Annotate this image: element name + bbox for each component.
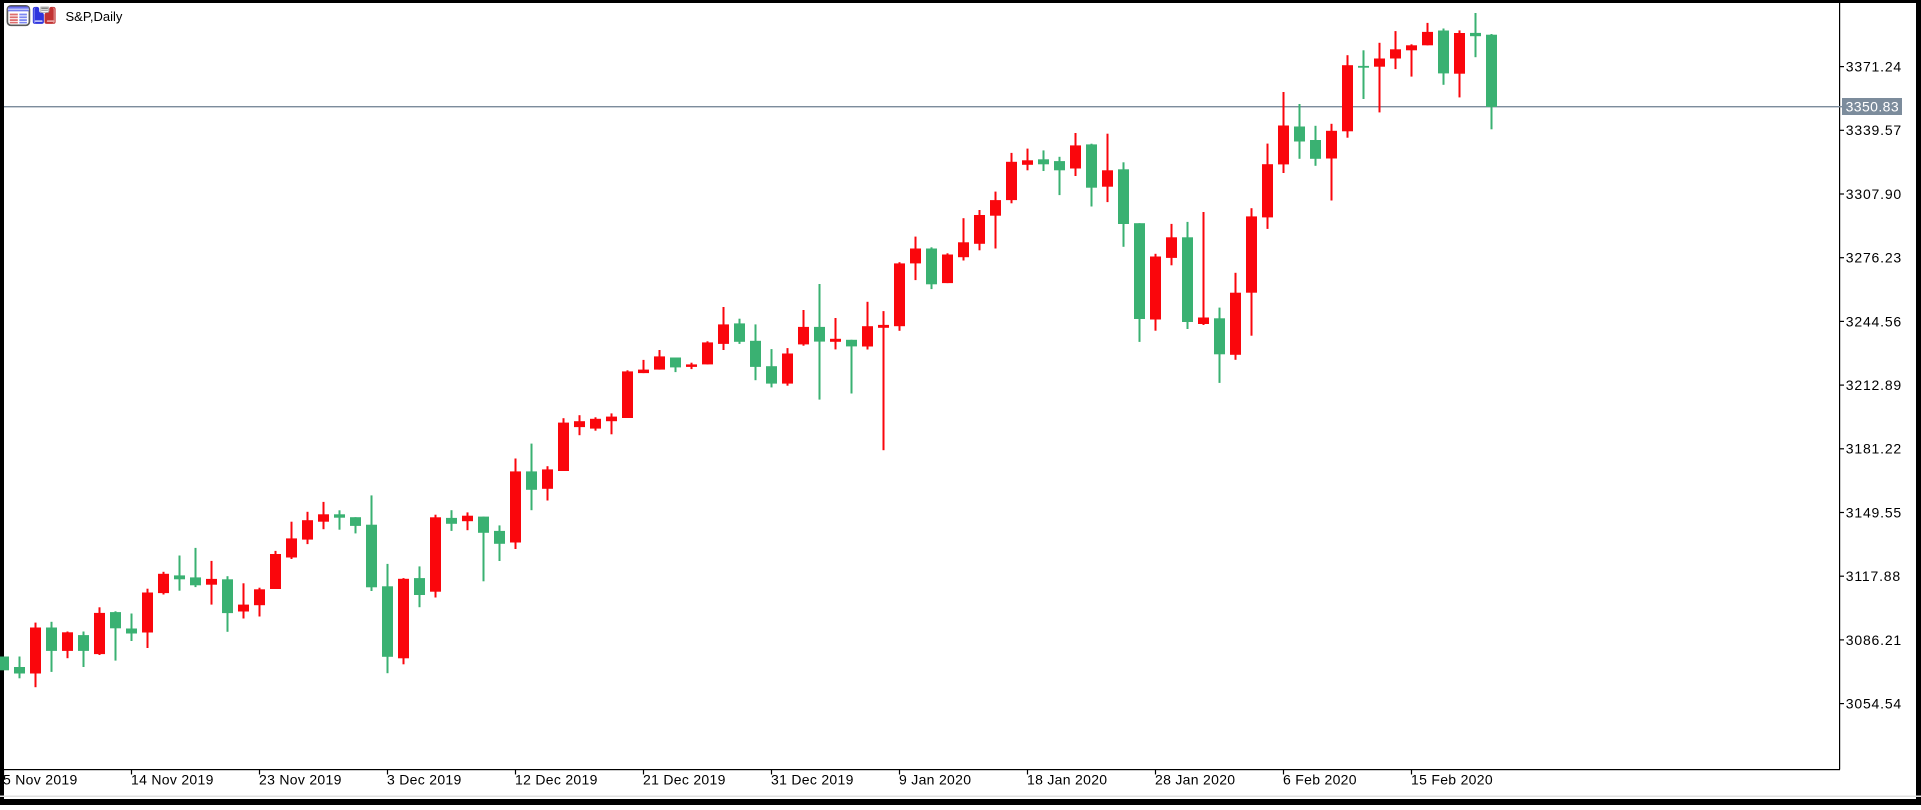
svg-text:3181.22: 3181.22: [1846, 441, 1902, 457]
svg-text:6 Feb 2020: 6 Feb 2020: [1283, 772, 1357, 788]
svg-text:12 Dec 2019: 12 Dec 2019: [515, 772, 598, 788]
svg-text:3117.88: 3117.88: [1846, 568, 1901, 584]
svg-text:3054.54: 3054.54: [1846, 696, 1902, 712]
svg-text:18 Jan 2020: 18 Jan 2020: [1027, 772, 1107, 788]
svg-text:3371.24: 3371.24: [1846, 59, 1902, 75]
svg-text:3149.55: 3149.55: [1846, 504, 1902, 520]
svg-text:3 Dec 2019: 3 Dec 2019: [387, 772, 462, 788]
svg-text:3276.23: 3276.23: [1846, 250, 1902, 266]
svg-text:3339.57: 3339.57: [1846, 122, 1902, 138]
svg-text:3086.21: 3086.21: [1846, 632, 1902, 648]
svg-text:31 Dec 2019: 31 Dec 2019: [771, 772, 854, 788]
svg-text:S&P,Daily: S&P,Daily: [66, 9, 123, 24]
svg-text:3307.90: 3307.90: [1846, 186, 1902, 202]
svg-text:9 Jan 2020: 9 Jan 2020: [899, 772, 971, 788]
svg-text:23 Nov 2019: 23 Nov 2019: [259, 772, 342, 788]
svg-text:14 Nov 2019: 14 Nov 2019: [131, 772, 214, 788]
svg-text:5 Nov 2019: 5 Nov 2019: [3, 772, 78, 788]
svg-text:3350.83: 3350.83: [1846, 99, 1899, 115]
svg-text:15 Feb 2020: 15 Feb 2020: [1411, 772, 1493, 788]
svg-text:28 Jan 2020: 28 Jan 2020: [1155, 772, 1235, 788]
svg-text:21 Dec 2019: 21 Dec 2019: [643, 772, 726, 788]
svg-text:3212.89: 3212.89: [1846, 377, 1902, 393]
svg-text:3244.56: 3244.56: [1846, 313, 1902, 329]
